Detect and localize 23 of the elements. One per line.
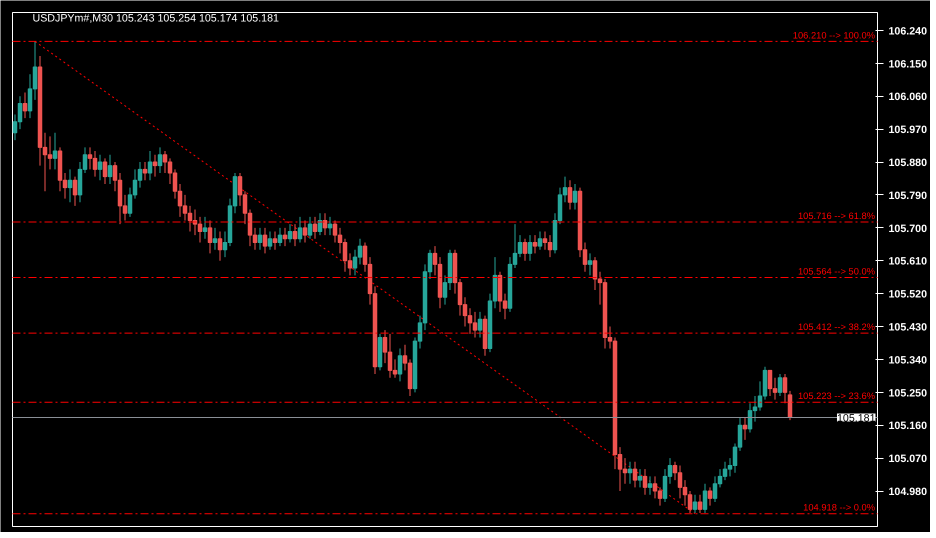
y-tick-label: 105.070 <box>888 453 928 466</box>
ref-line-label: 105.564 --> 50.0% <box>798 266 876 277</box>
y-tick-label: 104.980 <box>888 486 928 498</box>
y-tick-label: 105.610 <box>888 256 928 268</box>
y-tick-label: 105.790 <box>888 190 928 202</box>
y-tick-label: 105.880 <box>888 157 928 170</box>
y-tick-label: 105.250 <box>888 387 928 400</box>
y-tick-label: 105.520 <box>888 288 928 301</box>
ref-line-label: 106.210 --> 100.0% <box>792 30 876 40</box>
chart-title: USDJPYm#,M30 105.243 105.254 105.174 105.181 <box>32 12 280 24</box>
y-tick-label: 106.060 <box>888 91 928 104</box>
y-tick-label: 105.700 <box>888 222 928 235</box>
y-tick-label: 105.340 <box>888 354 928 366</box>
ref-line-label: 105.181 <box>836 412 876 425</box>
y-tick-label: 105.430 <box>888 322 928 334</box>
y-tick-label: 105.970 <box>888 124 928 136</box>
y-tick-label: 105.160 <box>888 420 928 432</box>
ref-line-label: 105.223 --> 23.6% <box>798 391 876 402</box>
y-tick-label: 106.240 <box>888 25 928 38</box>
ref-line-label: 105.716 --> 61.8% <box>798 210 876 221</box>
ref-line-label: 104.918 --> 0.0% <box>803 502 876 513</box>
ref-line-label: 105.412 --> 38.2% <box>798 322 876 332</box>
y-tick-label: 106.150 <box>888 58 928 70</box>
